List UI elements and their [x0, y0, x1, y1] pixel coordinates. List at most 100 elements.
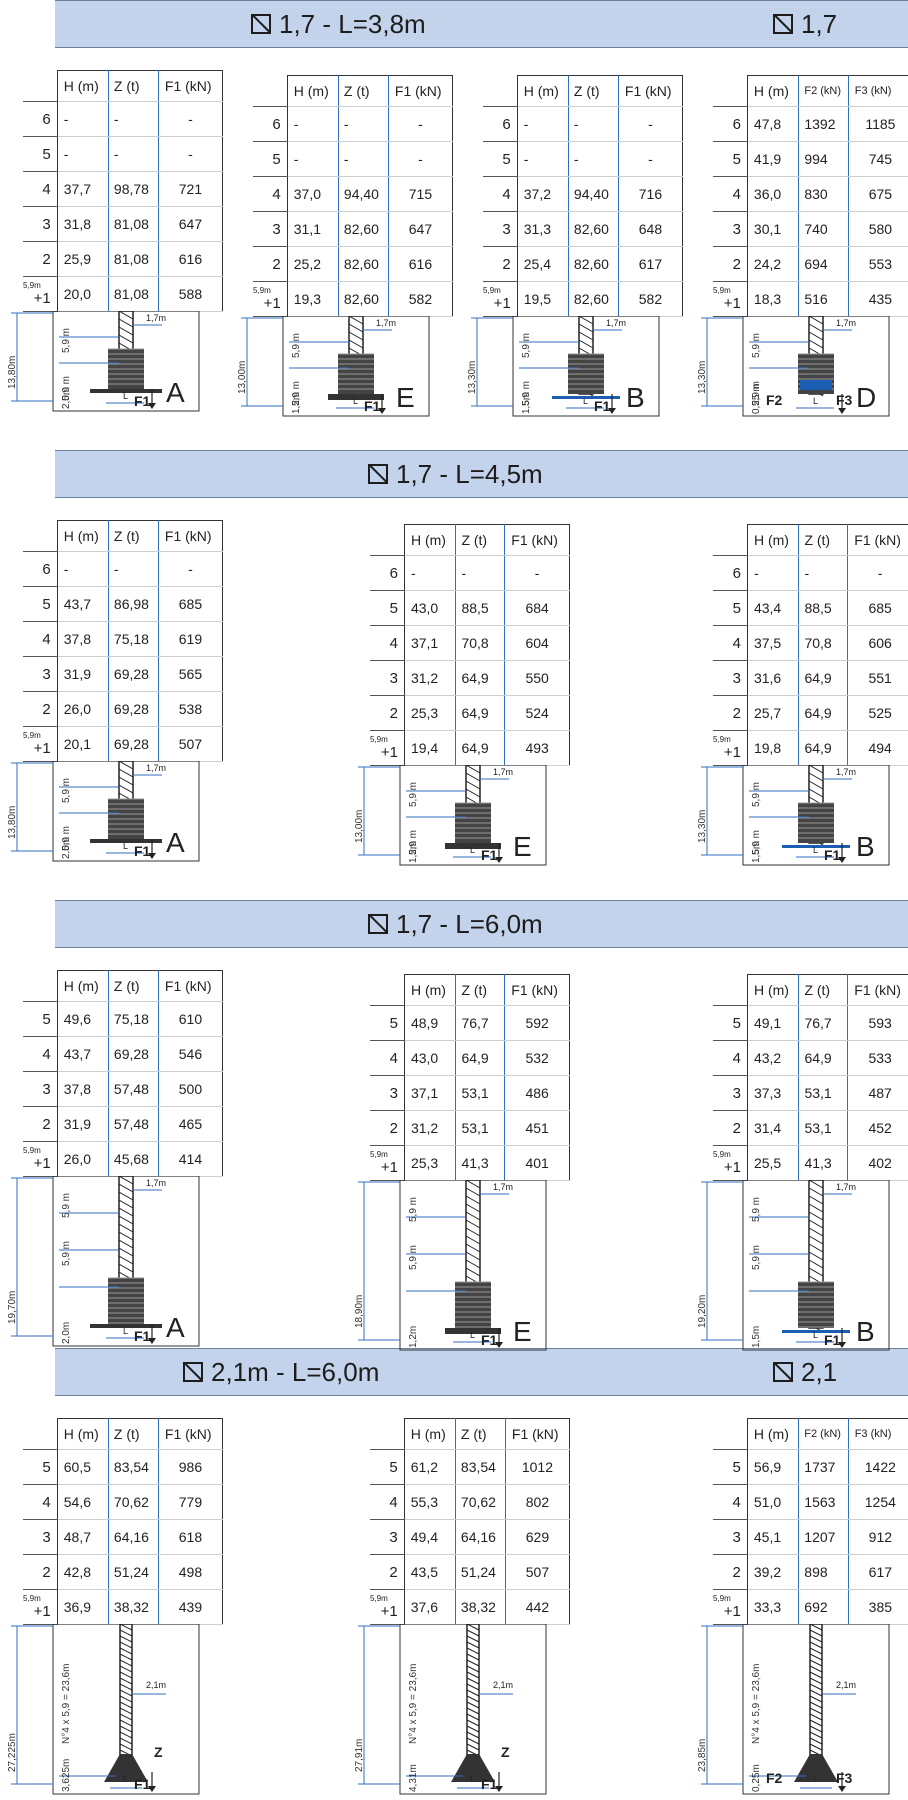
mast-width-label: 1,7m [606, 318, 627, 328]
load-z-cell: 81,08 [108, 241, 159, 277]
table-row: 5,9m +1 20,0 81,08 588 [23, 276, 224, 312]
load-z-cell: 1392 [798, 106, 849, 142]
mast-lattice [809, 1635, 823, 1643]
height-cell: 37,0 [286, 176, 339, 212]
level-number: +1 [380, 1602, 398, 1620]
load-f-cell: 550 [504, 660, 570, 696]
section-title-1b: 1,7 [773, 11, 837, 37]
section-title-4: 2,1m - L=6,0m [183, 1359, 379, 1385]
tower-drawing [471, 316, 660, 417]
force-arrowhead [838, 1342, 846, 1348]
level-number: +1 [33, 739, 51, 757]
force-z-label: Z [501, 1744, 510, 1760]
mast-lattice [119, 1737, 133, 1745]
mast-lattice [118, 1199, 134, 1209]
load-f-cell: 533 [847, 1040, 908, 1076]
load-z-cell: 82,60 [338, 281, 389, 317]
load-f-cell: 439 [158, 1589, 224, 1625]
force-f1-label: F1 [134, 843, 151, 859]
tower-base [90, 389, 162, 393]
segment-label: 5,9 m [61, 1192, 72, 1218]
header-f: F1 (kN) [618, 75, 684, 107]
level-cell: 2 [370, 1554, 405, 1590]
force-f1-label: F1 [134, 1776, 151, 1792]
force-arrowhead [838, 857, 846, 863]
table-row: 5,9m +1 37,6 38,32 442 [370, 1589, 571, 1625]
level-prefix: 5,9m [713, 1149, 731, 1159]
force-arrowhead [148, 853, 156, 859]
load-z-cell: 82,60 [568, 211, 619, 247]
mast-lattice [466, 1701, 480, 1709]
load-z-cell: 830 [798, 176, 849, 212]
mast-lattice [808, 1235, 824, 1245]
load-block: H (m) Z (t) F1 (kN) 5 49,6 75,18 610 4 43,7 69,28… [7, 970, 224, 1347]
load-z-cell: 53,1 [798, 1075, 849, 1111]
level-cell: 2 [713, 1554, 748, 1590]
height-cell: 48,7 [56, 1519, 109, 1555]
load-z-cell: 69,28 [108, 1036, 159, 1072]
load-table: H (m) Z (t) F1 (kN) 5 60,5 83,54 986 4 54,6 70,62… [23, 1418, 224, 1625]
table-row: 3 37,3 53,1 487 [713, 1075, 908, 1111]
table-header: H (m) Z (t) F1 (kN) [713, 524, 908, 556]
level-cell: 4 [713, 625, 748, 661]
load-z-cell: 64,9 [798, 660, 849, 696]
mast-lattice [348, 316, 364, 325]
level-cell: 5 [23, 136, 58, 172]
level-cell: 5 [713, 141, 748, 177]
mast-lattice [119, 1719, 133, 1727]
header-h: H (m) [746, 75, 800, 107]
height-cell: 48,9 [403, 1005, 457, 1041]
load-f-cell: 617 [618, 246, 684, 282]
load-f-cell: 912 [848, 1519, 908, 1555]
mast-lattice [119, 1701, 133, 1709]
level-cell: 5,9m +1 [370, 1589, 405, 1625]
load-f-cell: 684 [504, 590, 570, 626]
header-z: Z (t) [455, 974, 506, 1006]
load-f-cell: 487 [847, 1075, 908, 1111]
load-block: H (m) Z (t) F1 (kN) 6- - -5 43,4 88,5 685 4 37,5 70… [697, 524, 908, 884]
height-cell: 31,2 [403, 1110, 457, 1146]
mast-lattice [808, 1251, 824, 1261]
total-height-label: 19,70m [7, 1290, 18, 1324]
table-row: 6 47,8 1392 1185 [713, 106, 908, 142]
load-f-cell: - [158, 101, 224, 137]
level-cell: 2 [23, 1554, 58, 1590]
level-cell: 5 [253, 141, 288, 177]
load-f-cell: 580 [848, 211, 908, 247]
load-table: H (m) Z (t) F1 (kN) 6- - -5- - -4 37,0 94,40 715 3 3… [253, 75, 454, 317]
square-section-icon [773, 14, 793, 34]
load-z-cell: - [108, 136, 159, 172]
base-length-label: L [123, 1774, 129, 1784]
load-f-cell: 582 [388, 281, 454, 317]
load-z-cell: 53,1 [455, 1110, 506, 1146]
load-z-cell: 82,60 [338, 211, 389, 247]
load-z-cell: 94,40 [568, 176, 619, 212]
table-row: 3 45,1 1207 912 [713, 1519, 908, 1555]
load-z-cell: 94,40 [338, 176, 389, 212]
section-banner-1: 1,7 - L=3,8m 1,7 [55, 0, 908, 48]
load-f-cell: 465 [158, 1106, 224, 1142]
table-row: 4 37,1 70,8 604 [370, 625, 570, 661]
level-cell: 5 [23, 1449, 58, 1485]
height-cell: 37,1 [403, 625, 457, 661]
table-row: 3 31,9 69,28 565 [23, 656, 224, 692]
height-cell: 43,5 [403, 1554, 456, 1590]
load-f-cell: - [158, 551, 224, 587]
level-cell: 3 [23, 1519, 58, 1555]
load-z-cell: 75,18 [108, 1001, 159, 1037]
level-cell: 6 [370, 555, 405, 591]
mast-lattice [466, 1737, 480, 1745]
load-table: H (m) F2 (kN) F3 (kN) 5 56,9 1737 1422 4 51,0 156… [713, 1418, 908, 1625]
base-height-label: 3,625m [61, 1758, 72, 1792]
load-z-cell: 70,8 [798, 625, 849, 661]
mast-lattice [809, 1695, 823, 1703]
header-z: Z (t) [338, 75, 389, 107]
mast-lattice [466, 1653, 480, 1661]
mast-lattice [465, 1235, 481, 1245]
mast-width-label: 1,7m [836, 318, 857, 328]
level-number: +1 [33, 1602, 51, 1620]
level-cell: 2 [483, 246, 518, 282]
mast-lattice [808, 1195, 824, 1205]
level-cell: 4 [23, 1036, 58, 1072]
table-row: 4 54,6 70,62 779 [23, 1484, 224, 1520]
